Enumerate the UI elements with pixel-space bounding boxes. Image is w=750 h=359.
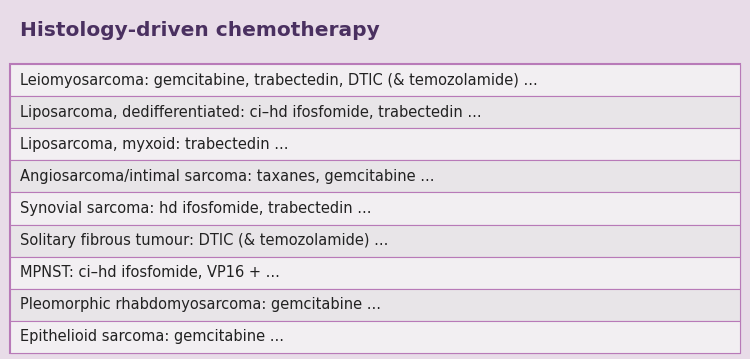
Text: Histology-driven chemotherapy: Histology-driven chemotherapy xyxy=(20,22,380,41)
Text: Angiosarcoma/intimal sarcoma: taxanes, gemcitabine ...: Angiosarcoma/intimal sarcoma: taxanes, g… xyxy=(20,169,434,184)
Text: Solitary fibrous tumour: DTIC (& temozolamide) ...: Solitary fibrous tumour: DTIC (& temozol… xyxy=(20,233,388,248)
Text: MPNST: ci–hd ifosfomide, VP16 + ...: MPNST: ci–hd ifosfomide, VP16 + ... xyxy=(20,265,280,280)
FancyBboxPatch shape xyxy=(10,289,740,321)
Text: Pleomorphic rhabdomyosarcoma: gemcitabine ...: Pleomorphic rhabdomyosarcoma: gemcitabin… xyxy=(20,297,381,312)
Text: Epithelioid sarcoma: gemcitabine ...: Epithelioid sarcoma: gemcitabine ... xyxy=(20,330,284,344)
FancyBboxPatch shape xyxy=(10,64,740,96)
FancyBboxPatch shape xyxy=(10,160,740,192)
FancyBboxPatch shape xyxy=(10,64,740,353)
Text: Liposarcoma, dedifferentiated: ci–hd ifosfomide, trabectedin ...: Liposarcoma, dedifferentiated: ci–hd ifo… xyxy=(20,105,482,120)
Text: Leiomyosarcoma: gemcitabine, trabectedin, DTIC (& temozolamide) ...: Leiomyosarcoma: gemcitabine, trabectedin… xyxy=(20,73,538,88)
FancyBboxPatch shape xyxy=(10,128,740,160)
Text: Liposarcoma, myxoid: trabectedin ...: Liposarcoma, myxoid: trabectedin ... xyxy=(20,137,289,152)
Text: Synovial sarcoma: hd ifosfomide, trabectedin ...: Synovial sarcoma: hd ifosfomide, trabect… xyxy=(20,201,371,216)
FancyBboxPatch shape xyxy=(10,321,740,353)
FancyBboxPatch shape xyxy=(10,257,740,289)
FancyBboxPatch shape xyxy=(10,192,740,225)
FancyBboxPatch shape xyxy=(10,225,740,257)
FancyBboxPatch shape xyxy=(10,96,740,128)
